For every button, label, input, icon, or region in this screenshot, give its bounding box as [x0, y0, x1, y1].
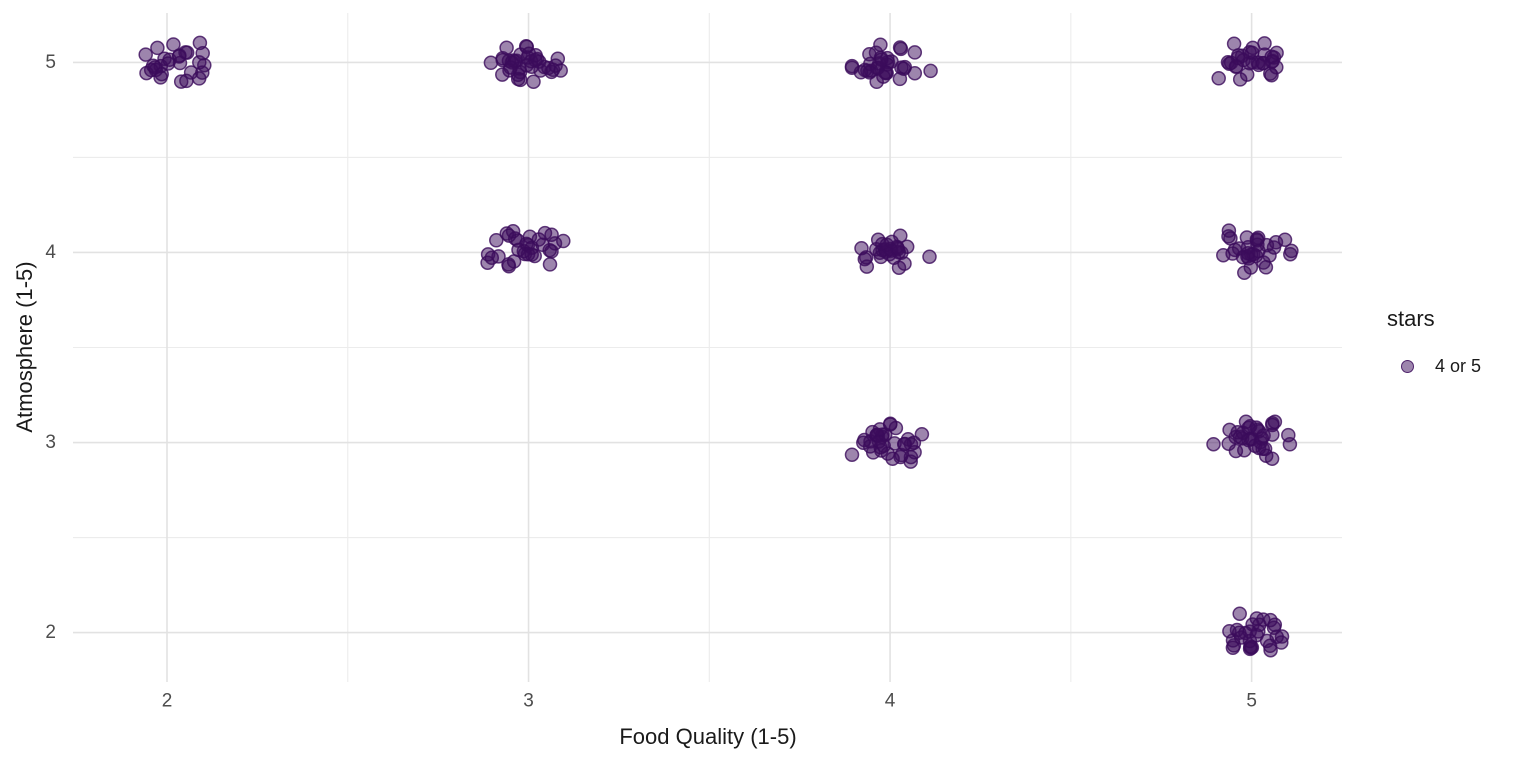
data-point	[873, 37, 888, 53]
axis-tick-labels: 2 3 4 5 2 3 4 5	[45, 52, 1256, 712]
x-tick-label: 2	[162, 691, 173, 712]
data-point	[495, 67, 510, 82]
x-axis-title: Food Quality (1-5)	[619, 724, 797, 749]
data-point	[1245, 40, 1261, 56]
x-tick-label: 5	[1246, 691, 1257, 712]
data-point	[844, 447, 860, 462]
data-point	[1257, 441, 1273, 457]
data-point	[897, 256, 912, 271]
y-tick-label: 3	[45, 432, 56, 453]
major-gridlines	[73, 13, 1342, 682]
legend: stars 4 or 5	[1387, 306, 1481, 377]
legend-item-label: 4 or 5	[1435, 356, 1482, 376]
data-point	[1221, 229, 1236, 244]
data-point	[1206, 436, 1221, 452]
data-point	[1277, 232, 1293, 247]
data-point	[553, 63, 568, 78]
y-tick-label: 5	[45, 52, 56, 73]
y-tick-label: 4	[45, 242, 56, 263]
data-point	[1284, 243, 1299, 259]
data-point	[907, 444, 922, 460]
data-point	[507, 231, 523, 246]
legend-point-icon	[1401, 360, 1414, 373]
x-tick-label: 4	[885, 691, 896, 712]
data-point	[1232, 606, 1247, 621]
data-point	[923, 63, 938, 79]
data-point	[1281, 427, 1296, 443]
y-axis-title: Atmosphere (1-5)	[12, 261, 37, 433]
data-point	[1263, 642, 1278, 658]
data-point	[892, 71, 908, 87]
data-point	[887, 436, 902, 451]
data-point	[857, 251, 873, 267]
data-point	[862, 439, 878, 454]
data-point	[890, 241, 906, 257]
data-point	[524, 247, 539, 262]
data-point	[893, 228, 908, 243]
data-point	[143, 62, 159, 78]
minor-gridlines	[73, 13, 1342, 682]
data-point	[1228, 443, 1244, 459]
data-point	[1238, 414, 1254, 430]
data-point	[1222, 623, 1237, 639]
data-point	[1263, 612, 1278, 628]
data-point	[1232, 72, 1248, 87]
y-tick-label: 2	[45, 622, 56, 643]
data-point	[874, 52, 889, 67]
data-point	[876, 69, 891, 84]
data-point	[1211, 71, 1226, 86]
data-point	[150, 40, 165, 56]
data-point	[1269, 59, 1284, 75]
data-point	[542, 257, 558, 272]
data-points	[138, 35, 1299, 658]
data-point	[489, 233, 504, 248]
data-point	[138, 47, 153, 62]
data-point	[893, 41, 909, 57]
data-point	[501, 258, 517, 274]
legend-item: 4 or 5	[1401, 356, 1481, 377]
data-point	[483, 55, 499, 71]
data-point	[1226, 36, 1242, 52]
data-point	[166, 37, 181, 52]
data-point	[1256, 428, 1271, 443]
data-point	[171, 49, 187, 64]
data-point	[885, 451, 900, 466]
data-point	[907, 45, 923, 60]
data-point	[179, 73, 194, 89]
data-point	[1240, 246, 1256, 261]
data-point	[862, 46, 877, 62]
data-point	[528, 48, 543, 63]
data-point	[1239, 230, 1255, 245]
x-tick-label: 3	[523, 691, 534, 712]
data-point	[192, 35, 208, 51]
data-point	[922, 249, 937, 264]
data-point	[556, 233, 571, 249]
data-point	[480, 247, 496, 262]
data-point	[1242, 624, 1257, 639]
data-point	[195, 65, 210, 80]
data-point	[1236, 52, 1251, 68]
data-point	[531, 232, 547, 247]
data-point	[853, 65, 869, 80]
data-point	[495, 51, 510, 66]
data-point	[1274, 635, 1289, 650]
data-point	[1228, 429, 1243, 445]
data-point	[883, 416, 898, 431]
legend-title: stars	[1387, 306, 1435, 331]
data-point	[1258, 260, 1274, 275]
data-point	[1264, 451, 1280, 466]
data-point	[1267, 414, 1283, 430]
data-point	[526, 74, 541, 89]
